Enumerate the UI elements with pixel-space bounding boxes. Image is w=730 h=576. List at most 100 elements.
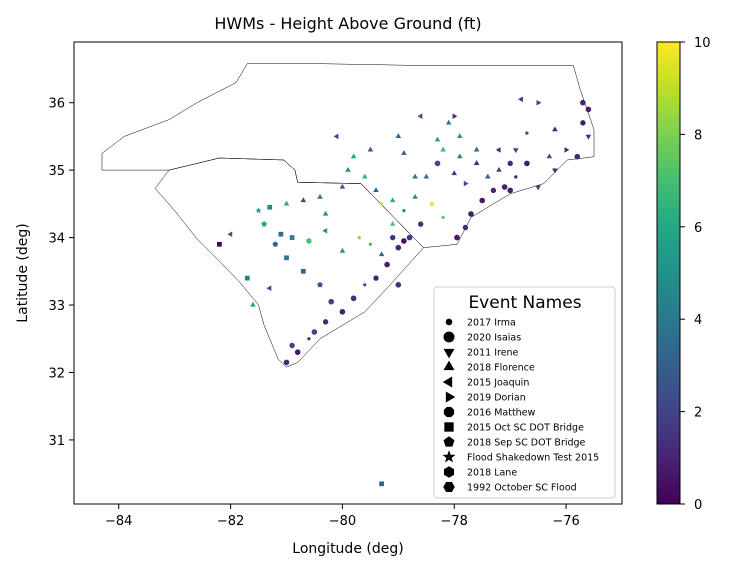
y-axis-label: Latitude (deg) (15, 223, 31, 322)
data-points (217, 96, 592, 487)
x-axis: −84 −82 −80 −78 −76 (105, 504, 580, 529)
data-point (423, 173, 430, 179)
data-point (406, 234, 413, 241)
legend-label: 2018 Lane (467, 468, 517, 479)
data-point (441, 215, 445, 220)
data-point (401, 238, 407, 244)
y-tick-label: 36 (48, 97, 65, 112)
data-point (389, 220, 396, 226)
data-point (350, 153, 357, 159)
data-point (272, 241, 279, 247)
data-point (289, 342, 295, 349)
legend-label: 2016 Matthew (467, 408, 536, 419)
data-point (473, 160, 480, 166)
data-point (402, 208, 406, 213)
colorbar-tick-label: 0 (694, 498, 702, 513)
data-point (463, 180, 469, 187)
x-tick-label: −80 (329, 514, 356, 529)
legend-marker (444, 422, 454, 432)
data-point (322, 228, 328, 234)
legend-label: Flood Shakedown Test 2015 (467, 453, 599, 464)
data-point (395, 244, 402, 251)
data-point (378, 251, 385, 257)
y-axis: 31 32 33 34 35 36 (48, 97, 74, 449)
data-point (417, 113, 423, 119)
data-point (339, 309, 346, 315)
legend-marker (443, 406, 455, 418)
data-point (457, 133, 463, 139)
data-point (490, 187, 496, 193)
data-point (317, 193, 323, 199)
data-point (379, 202, 384, 206)
map-boundaries (101, 63, 595, 368)
legend-marker (444, 466, 454, 478)
colorbar-tick-label: 6 (694, 221, 702, 236)
data-point (440, 146, 446, 152)
data-point (390, 235, 396, 241)
y-tick-label: 31 (48, 434, 65, 449)
data-point (546, 153, 553, 159)
boundary-south-carolina (154, 157, 424, 368)
data-point (307, 337, 311, 341)
legend-marker (442, 450, 456, 463)
data-point (368, 242, 373, 246)
data-point (479, 197, 485, 204)
x-tick-label: −82 (217, 514, 244, 529)
data-point (278, 231, 284, 237)
data-point (363, 283, 367, 287)
x-tick-label: −78 (441, 514, 468, 529)
colorbar: 0 2 4 6 8 10 (656, 36, 711, 513)
legend-label: 2011 Irene (467, 348, 519, 359)
data-point (250, 301, 256, 307)
data-point (462, 224, 468, 231)
data-point (501, 184, 508, 190)
data-point (357, 235, 361, 240)
data-point (317, 281, 323, 288)
legend-marker (445, 391, 456, 403)
legend-label: 2015 Oct SC DOT Bridge (467, 423, 584, 434)
data-point (311, 329, 318, 335)
data-point (445, 119, 452, 125)
data-point (384, 261, 390, 268)
data-point (507, 187, 513, 194)
data-point (389, 197, 396, 203)
data-point (473, 146, 480, 152)
data-point (217, 241, 222, 247)
data-point (322, 210, 329, 216)
data-point (564, 147, 570, 153)
colorbar-tick-label: 2 (694, 406, 702, 421)
data-point (580, 120, 586, 126)
data-point (552, 126, 558, 132)
data-point (267, 204, 273, 210)
data-point (373, 187, 379, 193)
legend-marker (443, 482, 455, 492)
data-point (373, 275, 379, 281)
data-point (350, 295, 357, 302)
data-point (284, 255, 289, 261)
data-point (306, 238, 312, 244)
data-point (379, 481, 384, 487)
legend: Event Names 2017 Irma 2020 Isaias 2011 Ire… (433, 286, 616, 499)
data-point (339, 183, 346, 189)
data-point (227, 231, 233, 237)
y-tick-label: 34 (48, 232, 65, 247)
colorbar-gradient (656, 41, 681, 505)
legend-label: 1992 October SC Flood (467, 483, 577, 494)
data-point (507, 160, 513, 166)
colorbar-tick-label: 4 (694, 313, 702, 328)
data-point (289, 235, 295, 240)
legend-marker (445, 318, 453, 326)
data-point (418, 221, 424, 227)
data-point (412, 193, 418, 199)
data-point (574, 153, 581, 160)
data-point (454, 234, 460, 241)
data-point (261, 221, 267, 227)
data-point (339, 247, 346, 253)
data-point (536, 99, 542, 106)
data-point (585, 134, 592, 140)
data-point (300, 268, 306, 274)
data-point (362, 173, 368, 179)
legend-label: 2018 Florence (467, 363, 535, 374)
